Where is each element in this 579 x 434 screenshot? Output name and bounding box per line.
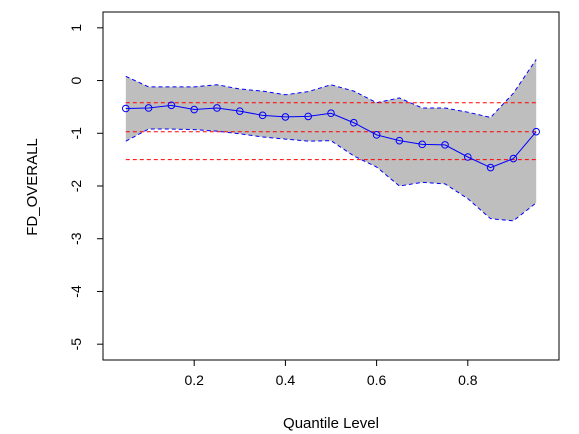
y-tick-label: 1 [68,24,84,32]
x-tick-label: 0.6 [367,372,387,388]
data-point [236,107,244,115]
data-point [441,141,449,149]
confidence-band [125,59,537,221]
data-point [327,109,335,118]
data-point [144,104,153,112]
x-tick-label: 0.2 [184,372,204,388]
series-layer [122,101,541,172]
data-point [395,136,404,145]
data-point [532,127,541,136]
y-tick-label: 0 [68,76,84,84]
data-point [486,163,495,172]
band-upper-edge [125,59,537,119]
band-lower-edge [125,128,537,222]
data-point [167,101,176,110]
x-tick-label: 0.8 [458,372,478,388]
data-point [509,154,518,163]
data-point [464,153,472,161]
series-line-0 [125,104,537,169]
data-point [213,104,221,112]
confidence-band-layer [125,59,537,222]
y-tick-label: -5 [68,338,84,351]
axes-layer: 0.2 0.4 0.6 0.8 1 0 -1 -2 -3 -4 -5 [68,11,560,388]
data-point [418,140,427,149]
y-tick-label: -2 [68,180,84,193]
y-axis-label: FD_OVERALL [24,138,41,236]
data-point [258,111,267,120]
data-point [350,118,358,127]
reference-lines-layer [125,102,537,161]
y-tick-label: -1 [68,127,84,140]
data-point [190,105,198,114]
data-point [372,131,381,139]
x-axis-label: Quantile Level [283,415,379,432]
y-tick-label: -3 [68,232,84,245]
x-tick-label: 0.4 [276,372,296,388]
y-tick-label: -4 [68,285,84,298]
data-point [122,104,130,113]
data-point [304,112,313,121]
data-point [281,113,290,121]
